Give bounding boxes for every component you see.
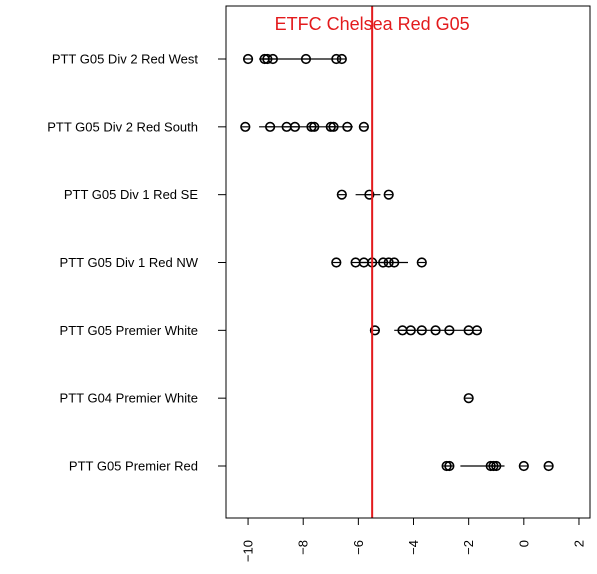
point-circle: [369, 325, 381, 336]
point-circle: [405, 325, 416, 336]
point-circle: [444, 460, 455, 472]
x-tick-label: 0: [516, 540, 531, 547]
point-circle: [328, 121, 339, 132]
category-label: PTT G05 Div 2 Red South: [47, 119, 198, 134]
x-tick-label: −2: [461, 540, 476, 555]
point-circle: [364, 189, 375, 200]
reference-label: ETFC Chelsea Red G05: [275, 14, 470, 34]
data-point: [328, 121, 339, 132]
point-circle: [389, 257, 400, 268]
category-label: PTT G05 Div 1 Red NW: [60, 255, 199, 270]
data-point: [336, 189, 347, 200]
point-circle: [383, 189, 394, 200]
category-label: PTT G05 Premier White: [60, 323, 198, 338]
x-tick-label: 2: [571, 540, 586, 547]
point-circle: [267, 53, 278, 65]
point-circle: [518, 460, 529, 472]
plot-frame: [225, 5, 591, 519]
data-point: [383, 189, 394, 200]
data-point: [518, 460, 529, 472]
point-circle: [342, 121, 353, 132]
data-point: [389, 257, 400, 268]
data-point: [416, 257, 427, 268]
data-point: [430, 325, 441, 336]
point-circle: [444, 325, 455, 336]
category-label: PTT G04 Premier White: [60, 391, 198, 406]
point-circle: [471, 325, 483, 336]
data-point: [300, 53, 312, 65]
data-point: [267, 53, 278, 65]
point-circle: [463, 393, 474, 404]
category-axis: PTT G05 Div 2 Red West PTT G05 Div 2 Red …: [47, 52, 226, 474]
point-circle: [265, 121, 276, 132]
x-tick-label: −4: [406, 540, 421, 555]
point-circle: [416, 257, 427, 268]
data-point: [336, 53, 347, 65]
point-circle: [331, 257, 342, 268]
category-label: PTT G05 Div 2 Red West: [52, 52, 199, 67]
data-point: [242, 53, 254, 65]
data-points: [240, 53, 554, 472]
data-point: [463, 393, 474, 404]
point-circle: [289, 121, 301, 132]
point-circle: [336, 189, 347, 200]
data-point: [331, 257, 342, 268]
data-point: [471, 325, 483, 336]
data-point: [240, 121, 251, 132]
point-circle: [300, 53, 312, 65]
x-axis: −10 −8 −6 −4 −2 0 2: [241, 518, 586, 562]
data-point: [491, 460, 502, 472]
point-circle: [491, 460, 502, 472]
reference-group: ETFC Chelsea Red G05: [275, 6, 470, 518]
x-tick-label: −8: [296, 540, 311, 555]
point-circle: [416, 325, 427, 336]
data-point: [265, 121, 276, 132]
point-circle: [240, 121, 251, 132]
data-point: [309, 121, 320, 132]
x-tick-label: −10: [241, 540, 256, 562]
point-circle: [358, 121, 369, 132]
data-point: [342, 121, 353, 132]
data-point: [543, 460, 554, 472]
point-circle: [336, 53, 347, 65]
data-point: [444, 460, 455, 472]
point-circle: [242, 53, 254, 65]
data-point: [444, 325, 455, 336]
data-point: [358, 121, 369, 132]
category-label: PTT G05 Div 1 Red SE: [64, 187, 198, 202]
data-point: [289, 121, 301, 132]
data-point: [416, 325, 427, 336]
data-point: [405, 325, 416, 336]
x-tick-label: −6: [351, 540, 366, 555]
point-circle: [430, 325, 441, 336]
category-label: PTT G05 Premier Red: [69, 459, 198, 474]
point-circle: [309, 121, 320, 132]
point-circle: [543, 460, 554, 472]
